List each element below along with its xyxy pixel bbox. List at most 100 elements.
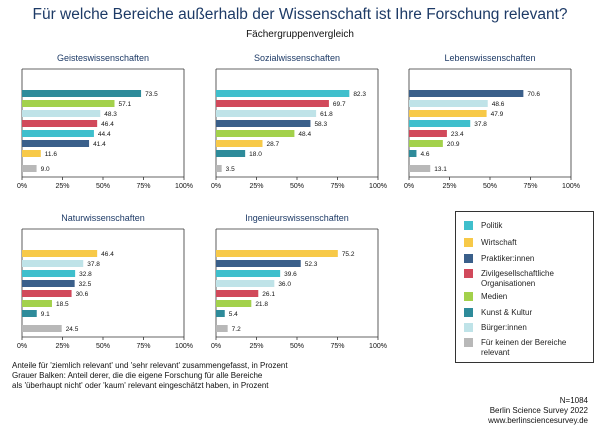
x-tick-label: 100%	[562, 183, 580, 190]
panel-title: Ingenieurswissenschaften	[245, 213, 349, 223]
footnote: Anteile für 'ziemlich relevant' und 'seh…	[12, 361, 288, 391]
legend-swatch	[464, 308, 473, 317]
x-tick-label: 75%	[136, 183, 150, 190]
legend-item: Praktiker:innen	[464, 254, 593, 264]
bar	[216, 270, 281, 277]
bar	[22, 300, 52, 307]
bar-value-label: 46.4	[101, 251, 114, 258]
bar	[409, 110, 487, 117]
panel-title: Sozialwissenschaften	[254, 53, 340, 63]
bar-value-label: 9.0	[41, 166, 50, 173]
x-tick-label: 100%	[369, 343, 387, 350]
legend-label: Bürger:innen	[481, 323, 527, 332]
source-footer: N=1084 Berlin Science Survey 2022 www.be…	[488, 396, 588, 426]
legend-swatch	[464, 254, 473, 263]
bar	[216, 100, 329, 107]
bar	[216, 260, 301, 267]
bar-value-label: 75.2	[342, 251, 355, 258]
bar	[216, 165, 222, 172]
x-tick-label: 50%	[96, 343, 110, 350]
chart-title: Für welche Bereiche außerhalb der Wissen…	[32, 6, 568, 23]
bar	[22, 120, 98, 127]
bar-value-label: 21.8	[255, 301, 268, 308]
legend-label: Wirtschaft	[481, 238, 517, 247]
bar	[216, 280, 275, 287]
footnote-line-1: Anteile für 'ziemlich relevant' und 'seh…	[12, 361, 288, 370]
bar	[216, 90, 350, 97]
legend-label: Politik	[481, 221, 503, 230]
bar	[22, 90, 142, 97]
bar-value-label: 26.1	[262, 291, 275, 298]
bar	[409, 130, 447, 137]
bar-value-label: 32.5	[79, 281, 92, 288]
bar-value-label: 36.0	[278, 281, 291, 288]
bar-value-label: 18.0	[249, 151, 262, 158]
bar	[409, 140, 443, 147]
x-tick-label: 25%	[55, 343, 69, 350]
bar-value-label: 23.4	[451, 131, 464, 138]
legend-swatch	[464, 323, 473, 332]
bar	[22, 310, 37, 317]
bar	[22, 325, 62, 332]
bar	[22, 290, 72, 297]
bar-value-label: 82.3	[353, 91, 366, 98]
bar-value-label: 20.9	[447, 141, 460, 148]
x-tick-label: 50%	[290, 343, 304, 350]
bar	[22, 270, 76, 277]
bar	[22, 140, 90, 147]
bar-value-label: 46.4	[101, 121, 114, 128]
x-tick-label: 25%	[249, 343, 263, 350]
bar	[22, 165, 37, 172]
legend-item: Für keinen der Bereiche relevant	[464, 338, 593, 358]
bar	[409, 90, 524, 97]
bar	[22, 260, 84, 267]
bar	[216, 290, 259, 297]
legend-label: Für keinen der Bereiche relevant	[481, 338, 567, 357]
bar-value-label: 58.3	[314, 121, 327, 128]
bar-value-label: 48.4	[298, 131, 311, 138]
survey-name: Berlin Science Survey 2022	[489, 406, 588, 415]
bar-value-label: 37.8	[474, 121, 487, 128]
x-tick-label: 75%	[523, 183, 537, 190]
bar-value-label: 9.1	[41, 311, 50, 318]
bar-value-label: 13.1	[434, 166, 447, 173]
bar-value-label: 30.6	[76, 291, 89, 298]
x-tick-label: 75%	[330, 343, 344, 350]
chart-subtitle: Fächergruppenvergleich	[246, 29, 354, 40]
legend-item: Politik	[464, 221, 593, 231]
x-tick-label: 50%	[483, 183, 497, 190]
bar	[22, 110, 101, 117]
legend-swatch	[464, 338, 473, 347]
legend-swatch	[464, 269, 473, 278]
bar-value-label: 69.7	[333, 101, 346, 108]
legend-label: Medien	[481, 292, 508, 301]
footnote-line-3: als 'überhaupt nicht' oder 'kaum' releva…	[12, 381, 269, 390]
survey-url: www.berlinsciencesurvey.de	[488, 416, 588, 425]
bar	[22, 250, 98, 257]
bar-value-label: 32.8	[79, 271, 92, 278]
bar	[216, 140, 263, 147]
legend-label: Kunst & Kultur	[481, 308, 533, 317]
legend-label: Praktiker:innen	[481, 254, 535, 263]
x-tick-label: 0%	[17, 343, 27, 350]
bar	[409, 120, 471, 127]
legend-label: Zivilgesellschaftliche Organisationen	[481, 269, 554, 288]
x-tick-label: 75%	[136, 343, 150, 350]
x-tick-label: 25%	[55, 183, 69, 190]
x-tick-label: 0%	[404, 183, 414, 190]
bar-value-label: 7.2	[232, 326, 241, 333]
bar-value-label: 28.7	[266, 141, 279, 148]
legend-item: Kunst & Kultur	[464, 308, 593, 318]
bar-value-label: 37.8	[87, 261, 100, 268]
bar-value-label: 70.6	[527, 91, 540, 98]
bar-value-label: 48.3	[104, 111, 117, 118]
legend-swatch	[464, 292, 473, 301]
panel-title: Naturwissenschaften	[61, 213, 145, 223]
footnote-line-2: Grauer Balken: Anteil derer, die die eig…	[12, 371, 263, 380]
bar-value-label: 4.6	[420, 151, 429, 158]
bar	[216, 150, 246, 157]
bar-value-label: 41.4	[93, 141, 106, 148]
bar-value-label: 44.4	[98, 131, 111, 138]
bar	[409, 165, 431, 172]
legend-swatch	[464, 238, 473, 247]
